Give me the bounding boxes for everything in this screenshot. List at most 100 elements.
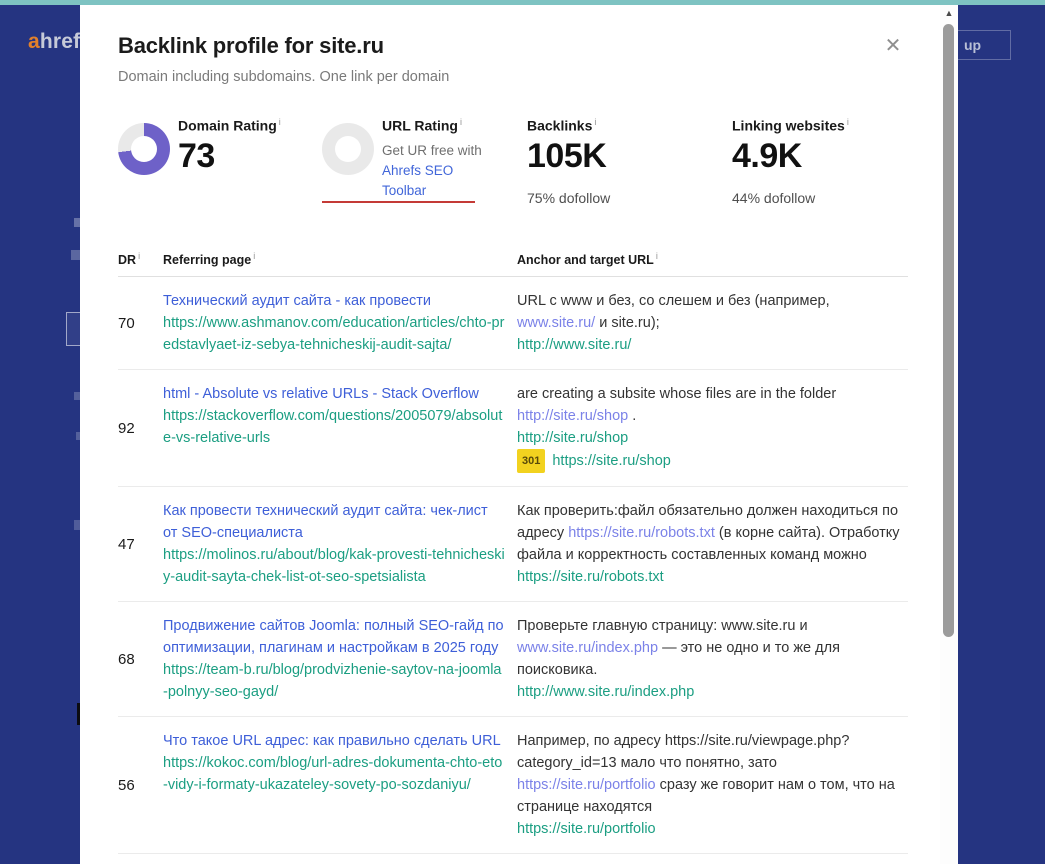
background-input-fragment: [66, 312, 80, 346]
background-fragment: [77, 703, 81, 725]
modal-title: Backlink profile for site.ru: [118, 33, 384, 58]
ahrefs-logo[interactable]: ahref: [28, 30, 80, 54]
table-row: 92 html - Absolute vs relative URLs - Sta…: [118, 370, 908, 488]
anchor-inline-link[interactable]: http://site.ru/shop: [517, 408, 629, 425]
target-url-link[interactable]: https://site.ru/shop: [552, 453, 671, 470]
referring-page-title-link[interactable]: Что такое URL адрес: как правильно сдела…: [163, 733, 501, 750]
anchor-inline-link[interactable]: https://site.ru/portfolio: [517, 777, 656, 794]
background-fragment: [71, 250, 80, 260]
target-url-link[interactable]: http://www.site.ru/index.php: [517, 684, 695, 701]
header-referring-page: Referring page: [163, 253, 252, 268]
anchor-cell: Проверьте главную страницу: www.site.ru …: [517, 615, 907, 703]
referring-page-url[interactable]: https://team-b.ru/blog/prodvizhenie-sayt…: [163, 662, 502, 701]
red-underline: [322, 201, 475, 203]
info-icon[interactable]: i: [655, 251, 658, 261]
backlinks-table: DR i Referring page i Anchor and target UR…: [118, 245, 908, 855]
background-fragment: [74, 392, 80, 400]
anchor-text: и site.ru);: [595, 315, 660, 332]
redirect-301-badge[interactable]: 301: [517, 449, 546, 474]
referring-page-title-link[interactable]: Как провести технический аудит сайта: че…: [163, 503, 488, 542]
info-icon[interactable]: i: [459, 117, 462, 127]
dr-value: 47: [118, 535, 135, 553]
referring-page-cell: Технический аудит сайта - как провести ht…: [163, 290, 505, 356]
referring-page-cell: Продвижение сайтов Joomla: полный SEO-га…: [163, 615, 505, 703]
sign-up-button[interactable]: up: [956, 30, 1011, 60]
table-header-row: DR i Referring page i Anchor and target UR…: [118, 245, 908, 278]
close-icon[interactable]: ✕: [884, 35, 902, 57]
scrollbar-track[interactable]: ▲: [940, 5, 958, 864]
url-rating-stat: URL Rating i Get UR free with Ahrefs SEO …: [382, 117, 488, 201]
dr-value: 70: [118, 314, 135, 332]
url-rating-promo-text: Get UR free with: [382, 142, 482, 158]
background-fragment: [74, 520, 80, 530]
referring-page-url[interactable]: https://molinos.ru/about/blog/kak-proves…: [163, 547, 505, 586]
dr-value: 92: [118, 419, 135, 437]
anchor-text: URL с www и без, со слешем и без (наприм…: [517, 293, 830, 310]
page-top-strip: [0, 0, 1045, 5]
backlinks-label: Backlinks: [527, 117, 593, 134]
anchor-inline-link[interactable]: www.site.ru/index.php: [517, 640, 659, 657]
table-row: 47 Как провести технический аудит сайта: …: [118, 487, 908, 603]
header-anchor-target-url: Anchor and target URL: [517, 253, 654, 268]
table-row: 56 Что такое URL адрес: как правильно сде…: [118, 717, 908, 855]
table-row: 68 Продвижение сайтов Joomla: полный SEO-…: [118, 602, 908, 718]
referring-page-title-link[interactable]: Продвижение сайтов Joomla: полный SEO-га…: [163, 618, 504, 657]
backlink-profile-modal: ✕ Backlink profile for site.ru Domain in…: [80, 5, 940, 864]
backlinks-table-body: 70 Технический аудит сайта - как провести…: [118, 277, 908, 855]
logo-letter-a: a: [28, 30, 40, 53]
anchor-cell: are creating a subsite whose files are i…: [517, 383, 907, 474]
anchor-text: (в корне сайта). Отработку файла и корре…: [517, 525, 900, 564]
referring-page-url[interactable]: https://stackoverflow.com/questions/2005…: [163, 408, 503, 447]
referring-page-url[interactable]: https://kokoc.com/blog/url-adres-dokumen…: [163, 755, 503, 794]
target-url-link[interactable]: https://site.ru/robots.txt: [517, 569, 664, 586]
target-url-link[interactable]: http://www.site.ru/: [517, 337, 632, 354]
background-fragment: [76, 432, 80, 440]
anchor-text: — это не одно и то же для поисковика.: [517, 640, 840, 679]
anchor-cell: Как проверить:файл обязательно должен на…: [517, 500, 907, 588]
sign-up-label: up: [964, 37, 982, 53]
anchor-text: .: [628, 408, 637, 425]
domain-rating-donut: [118, 123, 170, 175]
scrollbar-thumb[interactable]: [943, 24, 954, 637]
header-dr: DR: [118, 253, 137, 268]
backlinks-value: 105K: [527, 136, 607, 175]
referring-page-title-link[interactable]: Технический аудит сайта - как провести: [163, 293, 432, 310]
linking-websites-label: Linking websites: [732, 117, 845, 134]
ahrefs-seo-toolbar-link[interactable]: Ahrefs SEO Toolbar: [382, 162, 454, 198]
linking-websites-dofollow: 44% dofollow: [732, 189, 816, 206]
dr-value: 56: [118, 776, 135, 794]
anchor-inline-link[interactable]: www.site.ru/: [517, 315, 596, 332]
modal-subtitle: Domain including subdomains. One link pe…: [118, 69, 450, 85]
dr-value: 68: [118, 650, 135, 668]
info-icon[interactable]: i: [138, 251, 141, 261]
domain-rating-value: 73: [178, 136, 215, 175]
scroll-up-icon[interactable]: ▲: [944, 8, 954, 18]
target-url-link[interactable]: https://site.ru/portfolio: [517, 821, 656, 838]
linking-websites-stat: Linking websites i 4.9K 44% dofollow: [732, 117, 849, 206]
domain-rating-stat: Domain Rating i 73: [178, 117, 281, 176]
anchor-text: сразу же говорит нам о том, что на стран…: [517, 777, 895, 816]
domain-rating-label: Domain Rating: [178, 117, 277, 134]
referring-page-title-link[interactable]: html - Absolute vs relative URLs - Stack…: [163, 386, 479, 403]
anchor-cell: URL с www и без, со слешем и без (наприм…: [517, 290, 907, 356]
background-fragment: [74, 218, 80, 227]
anchor-cell: Например, по адресу https://site.ru/view…: [517, 730, 907, 840]
info-icon[interactable]: i: [846, 117, 849, 127]
info-icon[interactable]: i: [278, 117, 281, 127]
target-url-link[interactable]: http://site.ru/shop: [517, 430, 629, 447]
backlinks-stat: Backlinks i 105K 75% dofollow: [527, 117, 610, 206]
anchor-text: Например, по адресу https://site.ru/view…: [517, 733, 850, 772]
linking-websites-value: 4.9K: [732, 136, 802, 175]
anchor-text: Как проверить:файл обязательно должен на…: [517, 503, 899, 542]
referring-page-cell: Что такое URL адрес: как правильно сдела…: [163, 730, 505, 840]
info-icon[interactable]: i: [253, 251, 256, 261]
url-rating-label: URL Rating: [382, 117, 458, 134]
info-icon[interactable]: i: [594, 117, 597, 127]
referring-page-cell: Как провести технический аудит сайта: че…: [163, 500, 505, 588]
url-rating-donut: [322, 123, 374, 175]
anchor-text: Проверьте главную страницу: www.site.ru …: [517, 618, 808, 635]
referring-page-url[interactable]: https://www.ashmanov.com/education/artic…: [163, 315, 505, 354]
backlinks-dofollow: 75% dofollow: [527, 189, 611, 206]
anchor-text: are creating a subsite whose files are i…: [517, 386, 837, 403]
anchor-inline-link[interactable]: https://site.ru/robots.txt: [568, 525, 715, 542]
